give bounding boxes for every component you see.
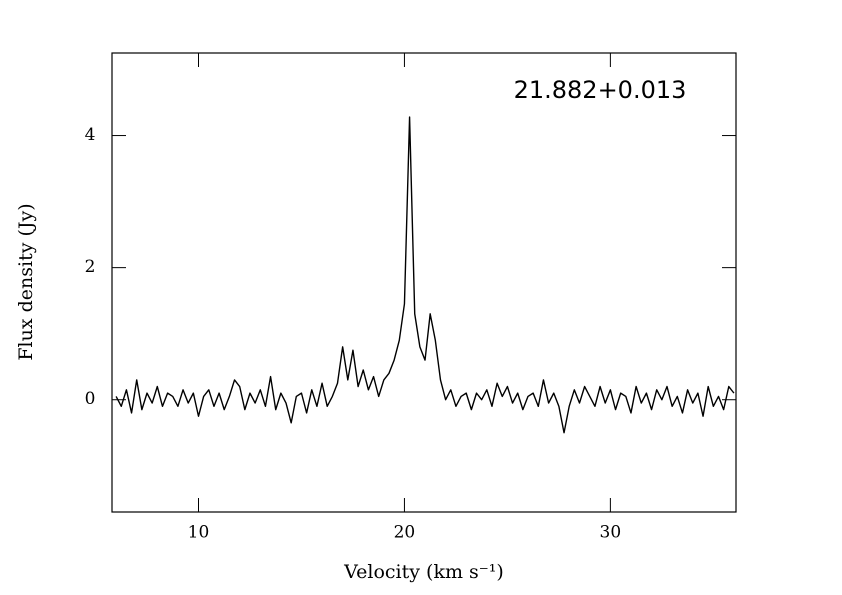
annotation: 21.882+0.013 [514, 76, 687, 104]
y-tick-label: 0 [85, 389, 96, 409]
x-axis-label: Velocity (km s⁻¹) [343, 561, 504, 583]
x-tick-label: 10 [188, 523, 210, 543]
x-tick-label: 20 [394, 523, 416, 543]
y-tick-label: 2 [85, 257, 96, 277]
plot-frame [111, 52, 737, 513]
y-axis-label: Flux density (Jy) [15, 203, 37, 360]
spectrum-line [115, 116, 735, 434]
x-tick-label: 30 [600, 523, 622, 543]
y-tick-label: 4 [85, 125, 96, 145]
